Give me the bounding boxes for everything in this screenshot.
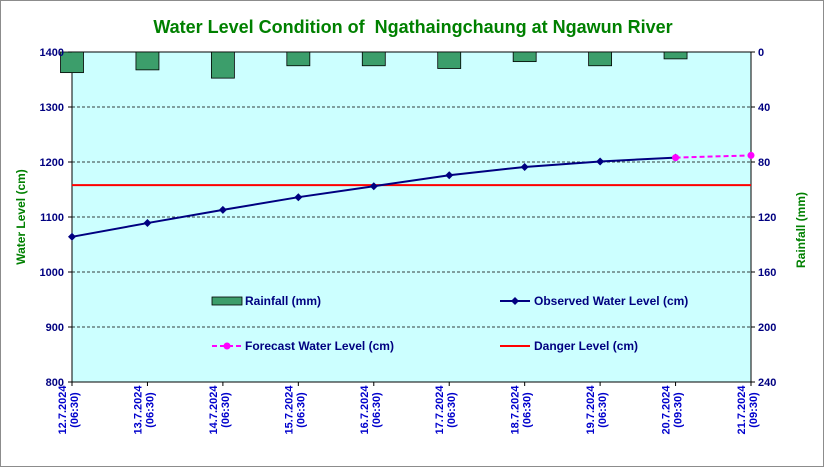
rainfall-bar [286,51,311,67]
x-tick-label: 21.7.2024(09:30) [736,385,760,435]
x-tick-label: 18.7.2024(06:30) [510,385,534,435]
x-tick-label: 13.7.2024(06:30) [132,385,156,435]
x-tick-label: 12.7.2024(06:30) [57,385,81,435]
rainfall-bar [437,51,462,69]
x-tick-label-line: 19.7.2024 [585,385,597,435]
legend-observed-label: Observed Water Level (cm) [534,294,688,308]
y-tick-label: 1000 [40,267,64,279]
x-tick-label-line: (06:30) [446,392,458,428]
x-tick-label: 20.7.2024(09:30) [661,385,685,435]
y-tick-label: 1100 [40,212,64,224]
forecast-point [747,151,755,159]
x-tick-label-line: 16.7.2024 [359,385,371,435]
observed-point [68,232,76,241]
x-tick-label-line: (06:30) [371,392,383,428]
observed-point [369,182,378,191]
observed-point [143,219,152,228]
forecast-line [675,154,752,159]
y-axis-title: Water Level (cm) [14,169,28,265]
right-axis-ticks: 0 40 80 120 160 200 240 [751,47,776,389]
x-tick-label: 15.7.2024(06:30) [283,385,307,435]
y-tick-label: 1400 [40,47,64,59]
chart-title: Water Level Condition of Ngathaingchaung… [153,17,672,37]
legend-rainfall-swatch [211,296,243,306]
observed-point [445,171,454,180]
forecast-water-level-series [672,151,755,162]
x-tick-label-line: (06:30) [295,392,307,428]
y2-tick-label: 80 [758,157,770,169]
legend-forecast-label: Forecast Water Level (cm) [245,339,394,353]
y-tick-label: 800 [46,377,64,389]
x-tick-label: 19.7.2024(06:30) [585,385,609,435]
y-tick-label: 1200 [40,157,64,169]
x-tick-label-line: (06:30) [597,392,609,428]
rainfall-bars [60,51,688,79]
rainfall-bar [588,51,613,67]
observed-point [520,162,529,171]
legend-observed-marker [511,297,519,305]
legend-danger-label: Danger Level (cm) [534,339,638,353]
x-tick-label-line: (06:30) [69,392,81,428]
x-tick-label-line: 18.7.2024 [510,385,522,435]
y2-tick-label: 0 [758,47,764,59]
x-tick-label-line: 21.7.2024 [736,385,748,435]
legend-forecast-marker [223,342,231,350]
x-axis-ticks: 12.7.2024(06:30) 13.7.2024(06:30) 14.7.202… [57,382,760,434]
observed-point [294,193,303,202]
y2-axis-title: Rainfall (mm) [794,192,808,268]
y2-tick-label: 240 [758,377,776,389]
x-tick-label: 17.7.2024(06:30) [434,385,458,435]
rainfall-bar [663,51,688,60]
x-tick-label-line: 20.7.2024 [661,385,673,435]
x-tick-label: 16.7.2024(06:30) [359,385,383,435]
x-tick-label-line: (06:30) [144,392,156,428]
left-axis-ticks: 800 900 1000 1100 1200 1300 1400 [40,47,72,389]
rainfall-bar [210,51,235,79]
x-tick-label-line: (06:30) [220,392,232,428]
observed-point [596,157,605,166]
x-tick-label-line: (06:30) [522,392,534,428]
x-tick-label-line: 12.7.2024 [57,385,69,435]
gridlines [72,106,751,328]
legend-rainfall-label: Rainfall (mm) [245,294,321,308]
forecast-point [672,154,680,162]
x-tick-label-line: 17.7.2024 [434,385,446,435]
y2-tick-label: 120 [758,212,776,224]
y2-tick-label: 40 [758,102,770,114]
x-tick-label-line: (09:30) [748,392,760,428]
y-tick-label: 900 [46,322,64,334]
x-tick-label-line: 15.7.2024 [283,385,295,435]
observed-point [218,205,227,214]
rainfall-bar [512,51,537,63]
rainfall-bar [135,51,160,71]
x-tick-label-line: 14.7.2024 [208,385,220,435]
y2-tick-label: 200 [758,322,776,334]
x-tick-label-line: 13.7.2024 [132,385,144,435]
y2-tick-label: 160 [758,267,776,279]
legend: Rainfall (mm) Observed Water Level (cm) … [211,294,688,353]
y-tick-label: 1300 [40,102,64,114]
x-tick-label: 14.7.2024(06:30) [208,385,232,435]
rainfall-bar [361,51,386,67]
x-tick-label-line: (09:30) [673,392,685,428]
